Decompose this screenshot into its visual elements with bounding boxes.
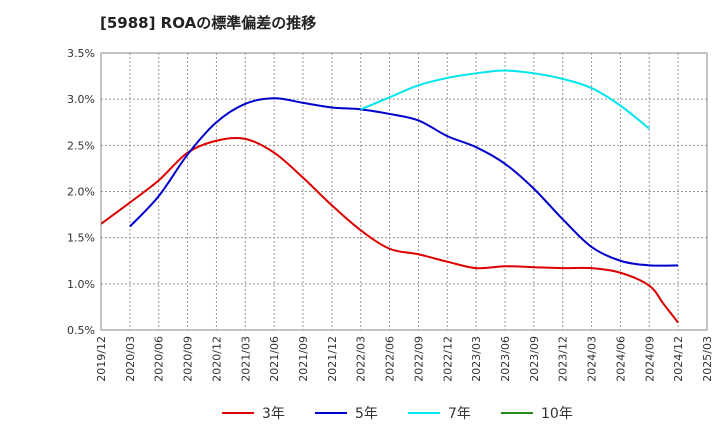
y-tick-label: 3.5% (67, 47, 95, 60)
series-lines (100, 69, 679, 324)
legend-label: 5年 (355, 406, 378, 422)
x-tick-label: 2021/09 (297, 336, 310, 382)
y-tick-label: 0.5% (67, 324, 95, 337)
x-tick-label: 2021/12 (326, 336, 339, 382)
x-tick-label: 2020/09 (182, 336, 195, 382)
series-line-2 (129, 97, 679, 267)
legend-label: 7年 (448, 406, 471, 422)
x-tick-label: 2021/03 (239, 336, 252, 382)
legend-label: 3年 (262, 406, 285, 422)
x-tick-label: 2019/12 (95, 336, 108, 382)
x-tick-label: 2025/03 (701, 336, 714, 382)
x-tick-label: 2020/03 (124, 336, 137, 382)
x-tick-label: 2024/06 (614, 336, 627, 382)
y-tick-label: 2.0% (67, 186, 95, 199)
plot-area-frame (100, 52, 708, 331)
plot-area-background (101, 53, 707, 330)
y-axis-ticks: 0.5% 1.0% 1.5% 2.0% 2.5% 3.0% 3.5% (67, 47, 95, 337)
x-tick-label: 2023/12 (557, 336, 570, 382)
x-tick-label: 2023/06 (499, 336, 512, 382)
y-tick-label: 1.0% (67, 278, 95, 291)
series-line-1 (100, 136, 679, 324)
x-tick-label: 2020/12 (210, 336, 223, 382)
y-tick-label: 2.5% (67, 139, 95, 152)
x-tick-label: 2022/12 (441, 336, 454, 382)
x-tick-label: 2024/09 (643, 336, 656, 382)
x-tick-label: 2023/03 (470, 336, 483, 382)
x-tick-label: 2024/12 (672, 336, 685, 382)
x-tick-label: 2022/09 (412, 336, 425, 382)
x-axis-ticks: 2019/12 2020/03 2020/06 2020/09 2020/12 2021/… (95, 336, 714, 382)
x-tick-label: 2024/03 (586, 336, 599, 382)
series-line-3 (360, 69, 650, 130)
legend-label: 10年 (541, 406, 573, 422)
x-tick-label: 2021/06 (268, 336, 281, 382)
x-tick-label: 2022/03 (355, 336, 368, 382)
x-tick-label: 2022/06 (384, 336, 397, 382)
legend: 3年 5年 7年 10年 (222, 406, 573, 422)
x-tick-label: 2023/09 (528, 336, 541, 382)
chart-title: [5988] ROAの標準偏差の推移 (100, 14, 317, 32)
x-tick-label: 2020/06 (153, 336, 166, 382)
y-tick-label: 3.0% (67, 93, 95, 106)
y-tick-label: 1.5% (67, 232, 95, 245)
